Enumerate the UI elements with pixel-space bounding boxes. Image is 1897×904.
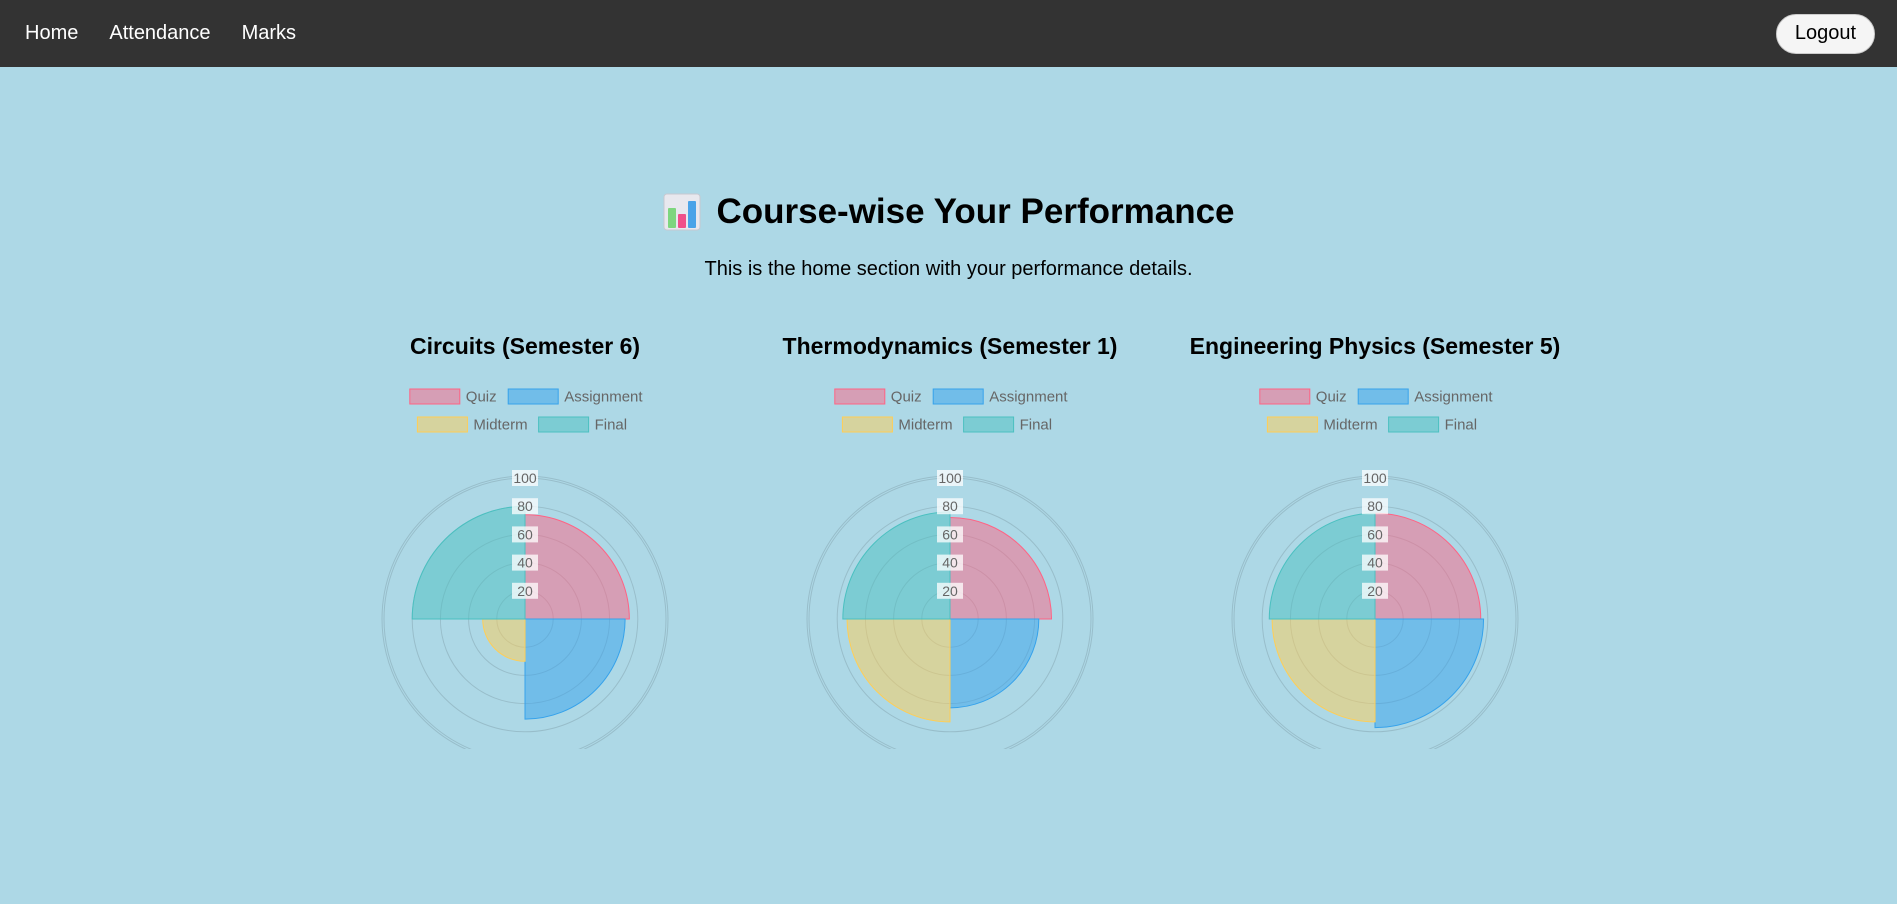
legend-swatch-assignment[interactable] bbox=[507, 388, 559, 405]
course-charts: Circuits (Semester 6) Quiz Assignment Midt… bbox=[0, 331, 1897, 771]
legend-swatch-final[interactable] bbox=[963, 416, 1015, 433]
tick-label-bg bbox=[937, 526, 963, 543]
legend-swatch-assignment[interactable] bbox=[932, 388, 984, 405]
page-title-text: Course-wise Your Performance bbox=[716, 192, 1235, 231]
course-card: Circuits (Semester 6) Quiz Assignment Midt… bbox=[315, 331, 735, 749]
course-card: Engineering Physics (Semester 5) Quiz Ass… bbox=[1165, 331, 1585, 749]
wedge-midterm[interactable] bbox=[1271, 618, 1376, 723]
course-title: Thermodynamics (Semester 1) bbox=[782, 333, 1118, 359]
tick-label: 20 bbox=[1367, 583, 1383, 599]
logout-button[interactable]: Logout bbox=[1775, 13, 1875, 54]
wedge-quiz[interactable] bbox=[949, 516, 1053, 620]
legend-label-final[interactable]: Final bbox=[1020, 417, 1053, 434]
tick-label: 20 bbox=[517, 583, 533, 599]
course-title: Engineering Physics (Semester 5) bbox=[1189, 333, 1561, 359]
tick-label: 20 bbox=[942, 583, 958, 599]
tick-label-bg bbox=[1362, 470, 1388, 486]
wedge-midterm[interactable] bbox=[846, 618, 951, 723]
tick-label: 40 bbox=[942, 555, 958, 571]
tick-label: 40 bbox=[1367, 555, 1383, 571]
tick-label: 60 bbox=[517, 526, 533, 542]
wedge-final[interactable] bbox=[842, 511, 951, 620]
tick-label-bg bbox=[1362, 526, 1388, 543]
bar-chart-icon bbox=[663, 193, 701, 231]
tick-label-bg bbox=[1362, 582, 1388, 599]
wedge-quiz[interactable] bbox=[524, 514, 630, 620]
tick-label-bg bbox=[1362, 498, 1388, 515]
polar-area-chart[interactable]: Quiz Assignment Midterm Final 20 40 60 80 100 bbox=[790, 379, 1110, 749]
legend-label-midterm[interactable]: Midterm bbox=[898, 417, 952, 434]
nav-link-marks[interactable]: Marks bbox=[241, 22, 297, 44]
legend-label-assignment[interactable]: Assignment bbox=[564, 389, 643, 406]
tick-label: 100 bbox=[938, 470, 962, 486]
tick-label: 100 bbox=[513, 470, 537, 486]
tick-label-bg bbox=[512, 526, 538, 543]
tick-label: 80 bbox=[517, 498, 533, 514]
wedge-final[interactable] bbox=[1268, 512, 1376, 620]
legend-swatch-midterm[interactable] bbox=[1266, 416, 1318, 433]
legend-label-final[interactable]: Final bbox=[595, 417, 628, 434]
nav-links: Home Attendance Marks bbox=[25, 22, 296, 45]
tick-label: 60 bbox=[1367, 526, 1383, 542]
page-subtitle: This is the home section with your perfo… bbox=[704, 258, 1193, 280]
legend-swatch-quiz[interactable] bbox=[1259, 388, 1311, 405]
tick-label-bg bbox=[512, 498, 538, 515]
tick-label: 60 bbox=[942, 526, 958, 542]
legend-swatch-assignment[interactable] bbox=[1357, 388, 1409, 405]
legend-label-assignment[interactable]: Assignment bbox=[1414, 389, 1493, 406]
polar-area-chart[interactable]: Quiz Assignment Midterm Final 20 40 60 80 100 bbox=[1215, 379, 1535, 749]
polar-area-chart[interactable]: Quiz Assignment Midterm Final 20 40 60 80 100 bbox=[365, 379, 685, 749]
tick-label-bg bbox=[512, 470, 538, 486]
nav-link-attendance[interactable]: Attendance bbox=[109, 22, 211, 44]
legend-label-quiz[interactable]: Quiz bbox=[891, 389, 922, 406]
legend-label-quiz[interactable]: Quiz bbox=[1316, 389, 1347, 406]
page-title: Course-wise Your Performance bbox=[0, 192, 1897, 232]
wedge-midterm[interactable] bbox=[482, 618, 526, 662]
wedge-quiz[interactable] bbox=[1374, 512, 1482, 620]
tick-label-bg bbox=[512, 582, 538, 599]
tick-label-bg bbox=[512, 554, 538, 571]
legend-label-midterm[interactable]: Midterm bbox=[1323, 417, 1377, 434]
course-title: Circuits (Semester 6) bbox=[409, 333, 641, 359]
tick-label-bg bbox=[937, 554, 963, 571]
legend-swatch-quiz[interactable] bbox=[834, 388, 886, 405]
tick-label-bg bbox=[1362, 554, 1388, 571]
tick-label: 80 bbox=[942, 498, 958, 514]
legend-swatch-midterm[interactable] bbox=[841, 416, 893, 433]
tick-label-bg bbox=[937, 470, 963, 486]
legend-swatch-final[interactable] bbox=[1388, 416, 1440, 433]
course-card: Thermodynamics (Semester 1) Quiz Assignme… bbox=[740, 331, 1160, 749]
tick-label: 80 bbox=[1367, 498, 1383, 514]
tick-label: 40 bbox=[517, 555, 533, 571]
legend-label-final[interactable]: Final bbox=[1445, 417, 1478, 434]
legend-swatch-final[interactable] bbox=[538, 416, 590, 433]
legend-swatch-midterm[interactable] bbox=[416, 416, 468, 433]
navbar: Home Attendance Marks Logout bbox=[0, 0, 1897, 67]
legend-swatch-quiz[interactable] bbox=[409, 388, 461, 405]
legend-label-assignment[interactable]: Assignment bbox=[989, 389, 1068, 406]
main-content: Course-wise Your Performance This is the… bbox=[0, 192, 1897, 771]
wedge-final[interactable] bbox=[411, 505, 526, 620]
tick-label-bg bbox=[937, 498, 963, 515]
wedge-assignment[interactable] bbox=[1374, 618, 1485, 729]
legend-label-midterm[interactable]: Midterm bbox=[473, 417, 527, 434]
tick-label: 100 bbox=[1363, 470, 1387, 486]
wedge-assignment[interactable] bbox=[949, 618, 1040, 709]
wedge-assignment[interactable] bbox=[524, 618, 626, 720]
tick-label-bg bbox=[937, 582, 963, 599]
legend-label-quiz[interactable]: Quiz bbox=[466, 389, 497, 406]
nav-link-home[interactable]: Home bbox=[25, 22, 79, 44]
